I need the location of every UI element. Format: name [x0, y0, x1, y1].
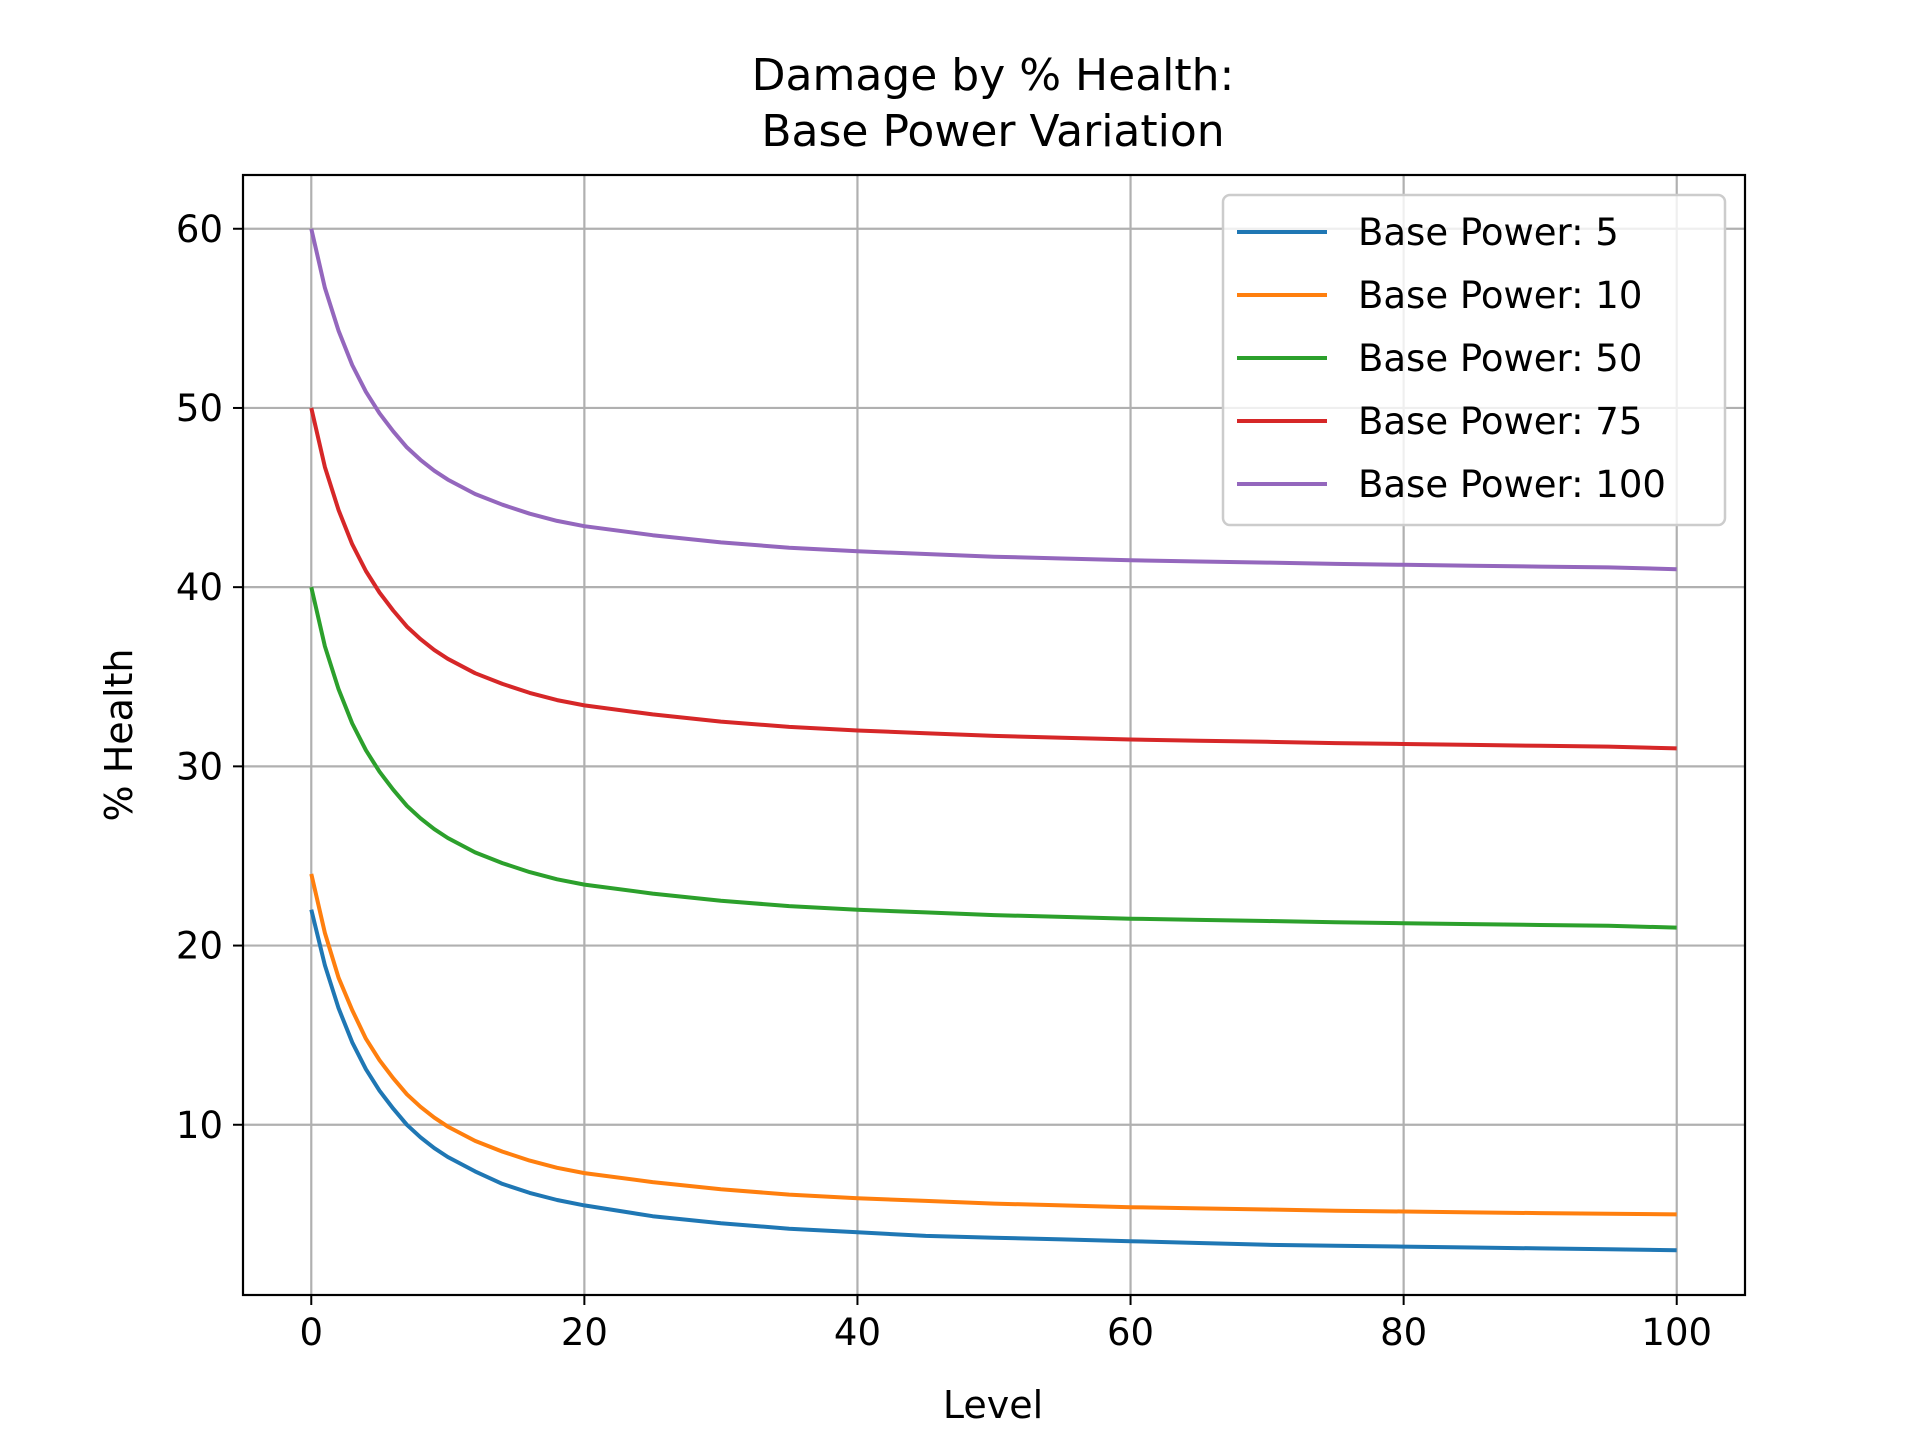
- y-tick-label: 20: [176, 925, 223, 968]
- x-tick-label: 40: [834, 1311, 881, 1354]
- legend-label: Base Power: 100: [1358, 463, 1666, 506]
- legend-label: Base Power: 75: [1358, 400, 1642, 443]
- y-tick-label: 30: [176, 745, 223, 788]
- chart-title-line-1: Damage by % Health:: [752, 50, 1235, 101]
- x-tick-label: 60: [1107, 1311, 1154, 1354]
- y-tick-label: 40: [176, 566, 223, 609]
- y-tick-label: 60: [176, 208, 223, 251]
- legend-box: [1221, 193, 1727, 527]
- axis-ticks: 0 20 40 60 80 100 10 20 30 40 50 60: [176, 208, 1712, 1354]
- series-line-1: [309, 909, 1677, 1253]
- series-line-2: [309, 873, 1677, 1217]
- legend: Base Power: 5 Base Power: 10 Base Power: 5…: [1221, 193, 1727, 527]
- x-tick-label: 80: [1380, 1311, 1427, 1354]
- chart-title-line-2: Base Power Variation: [761, 106, 1224, 157]
- legend-label: Base Power: 10: [1358, 274, 1642, 317]
- plot-frame: [241, 173, 1747, 1297]
- series-line-5: [309, 228, 1677, 572]
- x-tick-label: 0: [299, 1311, 323, 1354]
- y-axis-label: % Health: [97, 649, 141, 822]
- x-axis-label: Level: [943, 1383, 1043, 1427]
- x-tick-label: 20: [561, 1311, 608, 1354]
- legend-label: Base Power: 5: [1358, 211, 1619, 254]
- series-line-4: [309, 407, 1677, 751]
- series-line-3: [309, 586, 1677, 930]
- series-lines: [309, 228, 1677, 1253]
- x-tick-label: 100: [1641, 1311, 1712, 1354]
- y-tick-label: 10: [176, 1104, 223, 1147]
- legend-label: Base Power: 50: [1358, 337, 1642, 380]
- y-tick-label: 50: [176, 387, 223, 430]
